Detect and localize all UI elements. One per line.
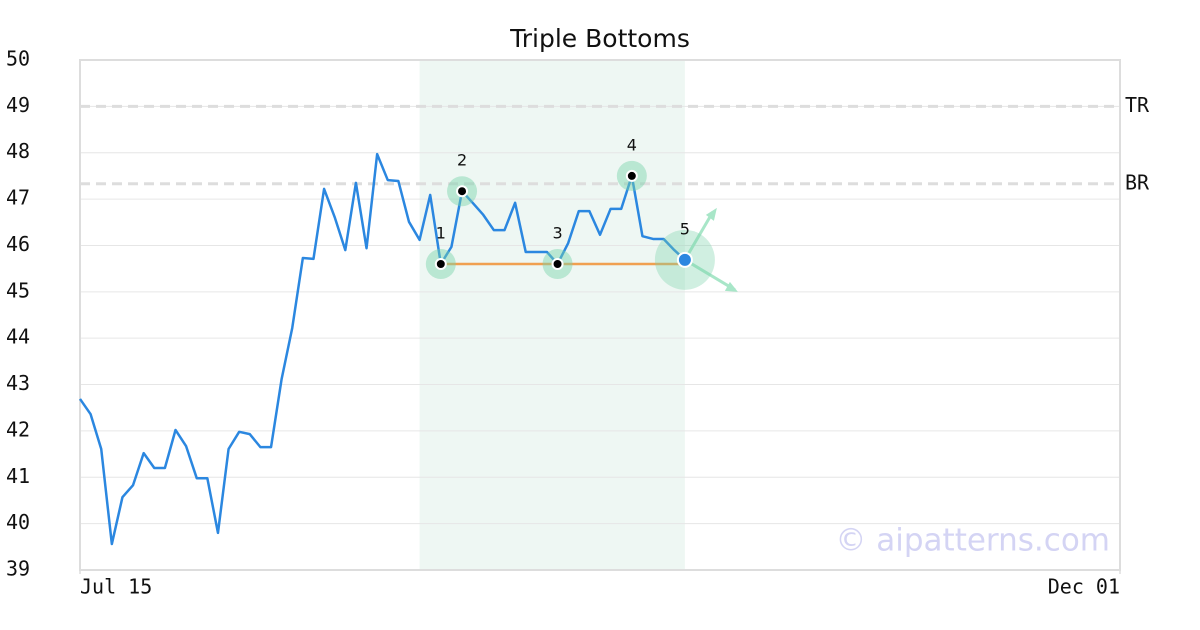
x-tick-label: Dec 01 <box>1048 575 1120 599</box>
highlight-region <box>419 60 685 570</box>
y-tick-label: 50 <box>6 47 30 71</box>
pattern-label: 4 <box>627 135 637 154</box>
y-tick-label: 41 <box>6 464 30 488</box>
y-tick-label: 48 <box>6 139 30 163</box>
x-tick-label: Jul 15 <box>80 575 152 599</box>
watermark: © aipatterns.com <box>835 523 1110 559</box>
chart-title: Triple Bottoms <box>509 24 690 53</box>
y-tick-label: 49 <box>6 93 30 117</box>
arrow-head <box>724 281 738 292</box>
pattern-label: 3 <box>552 224 562 243</box>
y-tick-label: 46 <box>6 232 30 256</box>
y-tick-label: 45 <box>6 278 30 302</box>
pattern-label: 5 <box>680 219 690 238</box>
y-tick-label: 43 <box>6 371 30 395</box>
pattern-point <box>625 169 638 182</box>
y-tick-label: 42 <box>6 417 30 441</box>
plot-frame <box>79 59 1121 571</box>
direction-arrow <box>683 211 715 261</box>
level-label: TR <box>1125 93 1150 117</box>
pattern-point <box>434 258 447 270</box>
pattern-point <box>551 258 564 270</box>
y-tick-label: 44 <box>6 325 30 349</box>
y-tick-label: 40 <box>6 510 30 534</box>
y-tick-label: 39 <box>6 557 30 581</box>
y-tick-label: 47 <box>6 186 30 210</box>
level-label: BR <box>1125 170 1150 194</box>
pattern-label: 2 <box>457 151 467 170</box>
direction-arrow <box>684 258 736 292</box>
price-line <box>78 152 686 546</box>
pattern-label: 1 <box>436 224 446 243</box>
pattern-point <box>676 251 693 268</box>
pattern-point <box>456 185 469 198</box>
arrow-head <box>705 207 717 221</box>
